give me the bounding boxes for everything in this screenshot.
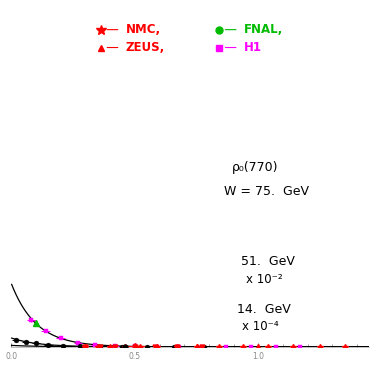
- Text: 14.  GeV: 14. GeV: [237, 303, 291, 316]
- Text: x 10⁻²: x 10⁻²: [246, 273, 282, 286]
- Text: FNAL,: FNAL,: [244, 23, 284, 36]
- Text: NMC,: NMC,: [126, 23, 161, 36]
- Text: W = 75.  GeV: W = 75. GeV: [224, 185, 310, 198]
- Text: H1: H1: [244, 41, 262, 54]
- Text: 51.  GeV: 51. GeV: [241, 255, 294, 268]
- Text: x 10⁻⁴: x 10⁻⁴: [242, 320, 279, 334]
- Text: ZEUS,: ZEUS,: [126, 41, 165, 54]
- Text: ρ₀(770): ρ₀(770): [231, 161, 278, 174]
